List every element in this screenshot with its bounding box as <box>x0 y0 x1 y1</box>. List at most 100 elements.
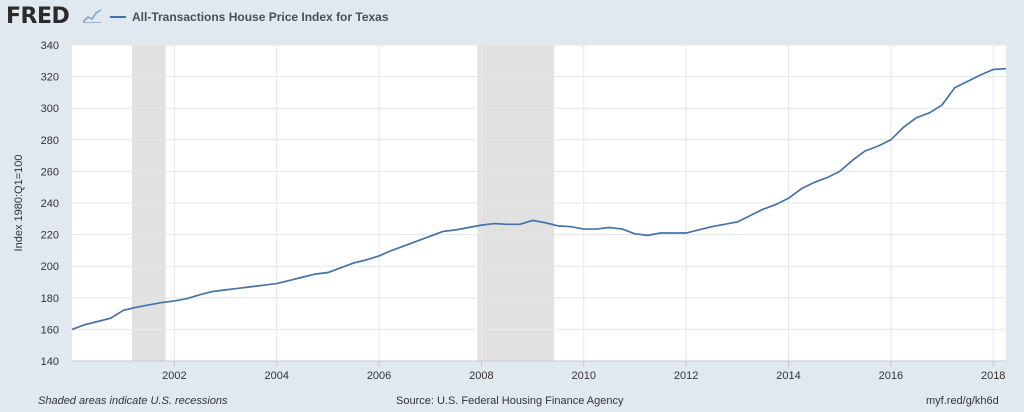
data-point[interactable] <box>428 234 433 239</box>
data-point[interactable] <box>236 286 241 291</box>
data-point[interactable] <box>914 115 919 120</box>
data-point[interactable] <box>658 231 663 236</box>
data-point[interactable] <box>249 284 254 289</box>
fred-logo[interactable]: FRED <box>6 4 70 29</box>
recession-note: Shaded areas indicate U.S. recessions <box>38 395 228 407</box>
data-point[interactable] <box>185 296 190 301</box>
data-point[interactable] <box>377 253 382 258</box>
data-point[interactable] <box>1004 66 1009 71</box>
short-link[interactable]: myf.red/g/kh6d <box>926 395 999 407</box>
data-point[interactable] <box>133 305 138 310</box>
data-point[interactable] <box>210 289 215 294</box>
data-point[interactable] <box>351 261 356 266</box>
data-point[interactable] <box>530 218 535 223</box>
y-tick-label: 220 <box>41 230 59 242</box>
data-point[interactable] <box>799 186 804 191</box>
data-point[interactable] <box>581 227 586 232</box>
data-point[interactable] <box>70 327 75 332</box>
data-point[interactable] <box>876 144 881 149</box>
data-point[interactable] <box>325 270 330 275</box>
data-point[interactable] <box>95 319 100 324</box>
data-point[interactable] <box>159 300 164 305</box>
y-axis-label: Index 1980:Q1=100 <box>13 155 25 252</box>
y-tick-label: 260 <box>41 166 59 178</box>
x-tick-label: 2010 <box>572 370 596 382</box>
source-note: Source: U.S. Federal Housing Finance Age… <box>396 395 624 407</box>
data-point[interactable] <box>197 292 202 297</box>
data-point[interactable] <box>940 103 945 108</box>
data-point[interactable] <box>645 233 650 238</box>
data-point[interactable] <box>824 175 829 180</box>
data-point[interactable] <box>517 222 522 227</box>
y-tick-label: 200 <box>41 261 59 273</box>
data-point[interactable] <box>441 229 446 234</box>
data-point[interactable] <box>888 137 893 142</box>
data-point[interactable] <box>952 85 957 90</box>
data-point[interactable] <box>543 220 548 225</box>
data-point[interactable] <box>453 227 458 232</box>
data-point[interactable] <box>338 265 343 270</box>
data-point[interactable] <box>632 231 637 236</box>
data-point[interactable] <box>773 202 778 207</box>
data-point[interactable] <box>415 238 420 243</box>
data-point[interactable] <box>927 110 932 115</box>
data-point[interactable] <box>223 287 228 292</box>
data-point[interactable] <box>466 225 471 230</box>
data-point[interactable] <box>837 169 842 174</box>
gridlines <box>72 44 1006 362</box>
data-point[interactable] <box>722 222 727 227</box>
data-point[interactable] <box>696 227 701 232</box>
data-point[interactable] <box>735 219 740 224</box>
data-point[interactable] <box>313 272 318 277</box>
data-point[interactable] <box>978 73 983 78</box>
x-tick-label: 2008 <box>469 370 493 382</box>
y-axis: 140 160 180 200 220 240 260 280 300 320 340 <box>41 40 59 368</box>
x-tick-label: 2016 <box>879 370 903 382</box>
data-point[interactable] <box>965 79 970 84</box>
data-point[interactable] <box>389 248 394 253</box>
data-point[interactable] <box>684 231 689 236</box>
data-point[interactable] <box>121 308 126 313</box>
data-point[interactable] <box>287 278 292 283</box>
data-point[interactable] <box>146 302 151 307</box>
data-point[interactable] <box>492 221 497 226</box>
y-tick-label: 320 <box>41 72 59 84</box>
data-point[interactable] <box>261 283 266 288</box>
data-point[interactable] <box>709 224 714 229</box>
data-point[interactable] <box>863 148 868 153</box>
x-tick-label: 2014 <box>776 370 800 382</box>
data-point[interactable] <box>274 281 279 286</box>
data-point[interactable] <box>300 275 305 280</box>
data-point[interactable] <box>82 322 87 327</box>
data-point[interactable] <box>901 125 906 130</box>
y-tick-label: 240 <box>41 198 59 210</box>
data-point[interactable] <box>760 207 765 212</box>
data-point[interactable] <box>505 222 510 227</box>
series-line[interactable] <box>71 67 1007 331</box>
data-point[interactable] <box>364 257 369 262</box>
y-tick-label: 300 <box>41 103 59 115</box>
data-point[interactable] <box>479 223 484 228</box>
data-point[interactable] <box>607 225 612 230</box>
y-tick-label: 140 <box>41 356 59 368</box>
chart-legend: All-Transactions House Price Index for T… <box>110 9 389 25</box>
data-point[interactable] <box>850 158 855 163</box>
data-point[interactable] <box>786 196 791 201</box>
x-tick-label: 2004 <box>264 370 288 382</box>
data-point[interactable] <box>620 227 625 232</box>
chart-title: All-Transactions House Price Index for T… <box>132 10 389 24</box>
data-point[interactable] <box>172 298 177 303</box>
y-tick-label: 340 <box>41 40 59 52</box>
y-tick-label: 280 <box>41 135 59 147</box>
data-point[interactable] <box>402 243 407 248</box>
data-point[interactable] <box>108 316 113 321</box>
data-point[interactable] <box>568 224 573 229</box>
data-point[interactable] <box>671 231 676 236</box>
data-point[interactable] <box>748 213 753 218</box>
data-point[interactable] <box>991 67 996 72</box>
data-point[interactable] <box>556 223 561 228</box>
data-point[interactable] <box>812 180 817 185</box>
y-tick-label: 180 <box>41 293 59 305</box>
data-point[interactable] <box>594 227 599 232</box>
